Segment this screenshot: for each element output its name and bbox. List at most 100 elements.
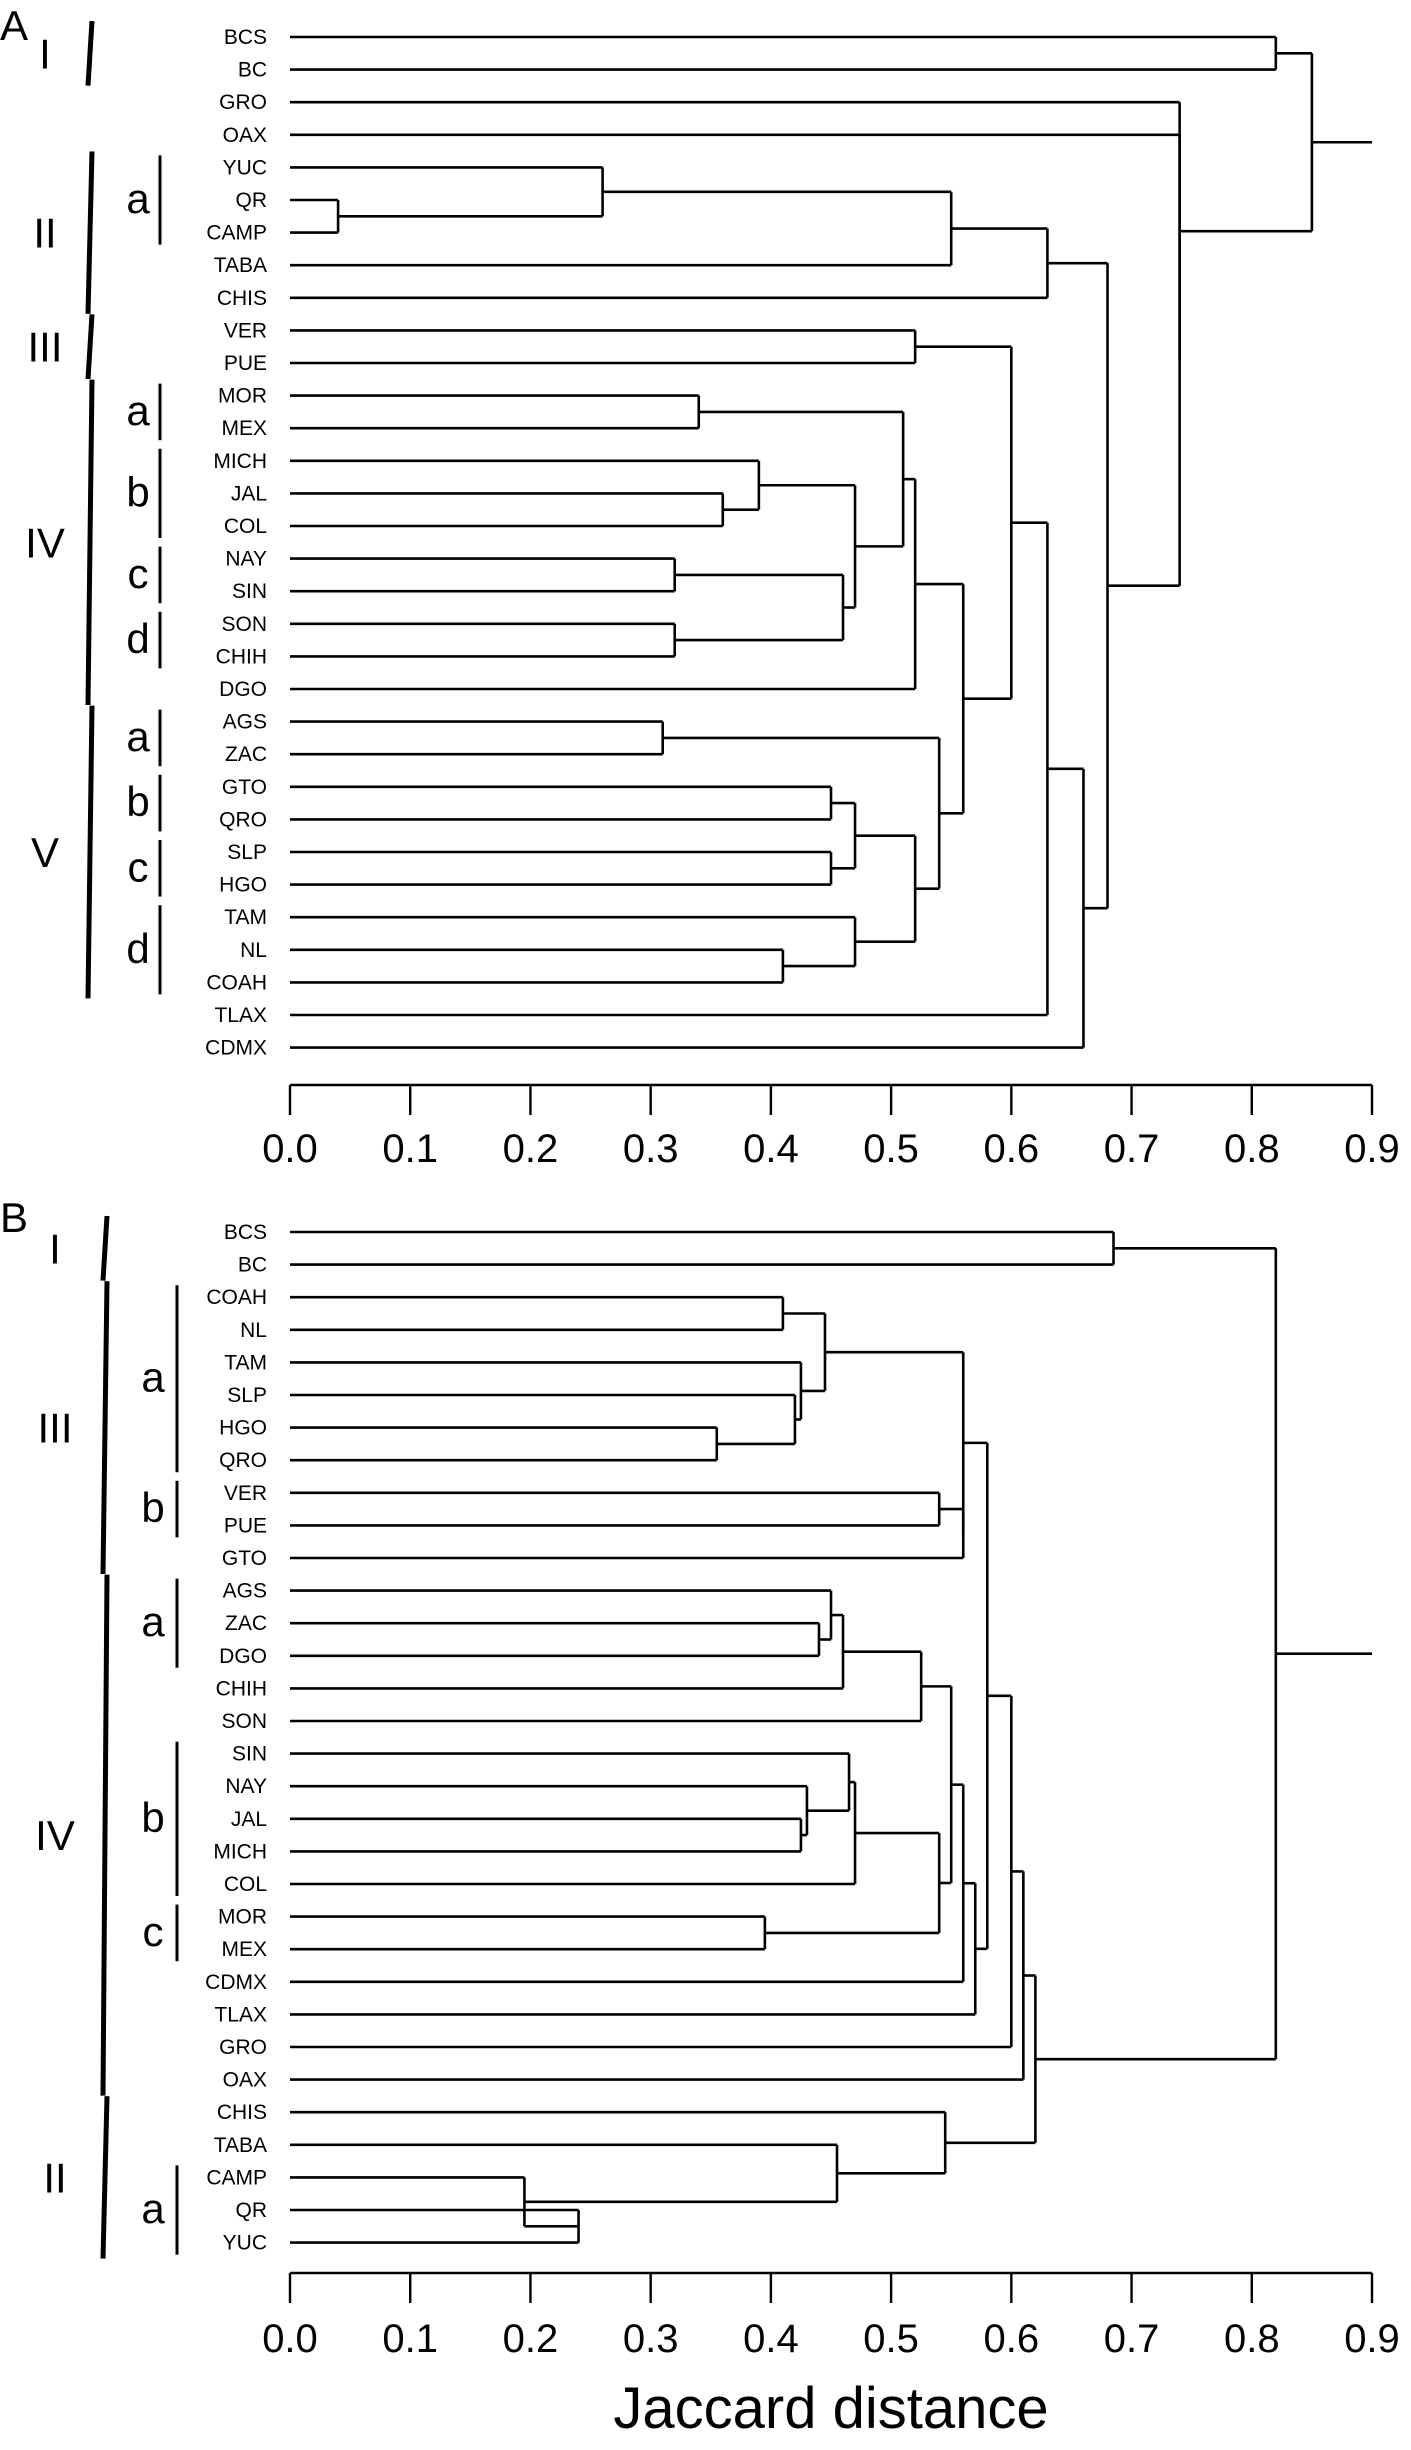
group-bracket — [100, 1281, 110, 1575]
subgroup-label: a — [126, 387, 150, 434]
leaf-label: AGS — [223, 711, 267, 734]
group-label: III — [27, 324, 62, 371]
leaf-label: TLAX — [214, 2003, 267, 2026]
group-bracket — [100, 1574, 110, 2096]
x-tick-label: 0.9 — [1344, 2317, 1400, 2361]
subgroup-label: a — [141, 1354, 165, 1401]
subgroup-label: d — [126, 925, 149, 972]
group-label: III — [37, 1405, 72, 1452]
group-label: II — [43, 2154, 66, 2201]
leaf-label: QR — [236, 2199, 268, 2222]
leaf-label: DGO — [219, 1645, 267, 1668]
leaf-label: YUC — [223, 2232, 267, 2255]
leaf-label: GRO — [219, 2036, 267, 2059]
leaf-label: PUE — [224, 1514, 267, 1537]
leaf-label: QR — [236, 189, 268, 212]
leaf-label: HGO — [219, 874, 267, 897]
x-tick-label: 0.4 — [743, 2317, 799, 2361]
leaf-label: JAL — [231, 1808, 267, 1831]
x-tick-label: 0.3 — [623, 1127, 679, 1171]
leaf-label: GTO — [222, 1547, 267, 1570]
panel-label: B — [0, 1194, 28, 1241]
leaf-label: CAMP — [206, 222, 267, 245]
x-tick-label: 0.8 — [1224, 2317, 1280, 2361]
leaf-label: MOR — [218, 385, 267, 408]
subgroup-label: b — [126, 778, 149, 825]
leaf-label: BCS — [224, 1221, 267, 1244]
leaf-label: OAX — [223, 124, 267, 147]
x-tick-label: 0.0 — [262, 2317, 318, 2361]
leaf-label: MEX — [221, 1938, 267, 1961]
group-bracket — [100, 1215, 110, 1281]
leaf-label: NAY — [225, 548, 267, 571]
leaf-label: ZAC — [225, 743, 267, 766]
x-tick-label: 0.7 — [1104, 2317, 1160, 2361]
leaf-label: PUE — [224, 352, 267, 375]
group-label: I — [39, 30, 51, 77]
subgroup-label: a — [141, 2185, 165, 2232]
leaf-label: SLP — [227, 841, 267, 864]
leaf-label: GRO — [219, 91, 267, 114]
group-label: I — [49, 1225, 61, 1272]
leaf-label: NAY — [225, 1775, 267, 1798]
leaf-label: HGO — [219, 1417, 267, 1440]
leaf-label: NL — [240, 939, 267, 962]
leaf-label: SON — [221, 1710, 267, 1733]
x-tick-label: 0.5 — [863, 1127, 919, 1171]
leaf-label: CHIS — [217, 2101, 267, 2124]
leaf-label: MICH — [213, 450, 267, 473]
group-bracket — [100, 2096, 110, 2259]
subgroup-label: c — [128, 550, 149, 597]
group-bracket — [85, 705, 95, 999]
leaf-label: SIN — [232, 580, 267, 603]
subgroup-label: a — [141, 1598, 165, 1645]
group-bracket — [85, 20, 95, 86]
group-label: IV — [35, 1812, 75, 1859]
leaf-label: QRO — [219, 1449, 267, 1472]
leaf-label: CAMP — [206, 2166, 267, 2189]
x-axis-title: Jaccard distance — [613, 2376, 1048, 2441]
leaf-label: COL — [224, 1873, 267, 1896]
x-tick-label: 0.2 — [503, 1127, 559, 1171]
leaf-label: COAH — [206, 1286, 267, 1309]
x-tick-label: 0.8 — [1224, 1127, 1280, 1171]
x-tick-label: 0.1 — [382, 2317, 438, 2361]
leaf-label: TLAX — [214, 1004, 267, 1027]
leaf-label: VER — [224, 1482, 267, 1505]
subgroup-label: c — [128, 843, 149, 890]
x-tick-label: 0.4 — [743, 1127, 799, 1171]
group-bracket — [85, 314, 95, 380]
subgroup-label: a — [126, 713, 150, 760]
leaf-label: MICH — [213, 1840, 267, 1863]
leaf-label: QRO — [219, 808, 267, 831]
leaf-label: TABA — [214, 254, 267, 277]
leaf-label: TABA — [214, 2134, 267, 2157]
leaf-label: BC — [238, 59, 267, 82]
leaf-label: YUC — [223, 156, 267, 179]
panel-label: A — [0, 2, 28, 49]
leaf-label: MOR — [218, 1906, 267, 1929]
x-tick-label: 0.2 — [503, 2317, 559, 2361]
subgroup-label: b — [141, 1794, 164, 1841]
group-label: II — [33, 210, 56, 257]
leaf-label: NL — [240, 1319, 267, 1342]
leaf-label: TAM — [224, 906, 267, 929]
x-tick-label: 0.6 — [984, 1127, 1040, 1171]
group-label: IV — [25, 519, 65, 566]
leaf-label: SON — [221, 613, 267, 636]
leaf-label: TAM — [224, 1351, 267, 1374]
leaf-label: CDMX — [205, 1037, 267, 1060]
x-tick-label: 0.6 — [984, 2317, 1040, 2361]
leaf-label: CHIH — [216, 645, 267, 668]
x-tick-label: 0.9 — [1344, 1127, 1400, 1171]
subgroup-label: a — [126, 175, 150, 222]
leaf-label: JAL — [231, 482, 267, 505]
leaf-label: BC — [238, 1254, 267, 1277]
subgroup-label: c — [143, 1908, 164, 1955]
subgroup-label: b — [126, 468, 149, 515]
x-tick-label: 0.5 — [863, 2317, 919, 2361]
group-label: V — [31, 829, 59, 876]
leaf-label: GTO — [222, 776, 267, 799]
leaf-label: COL — [224, 515, 267, 538]
